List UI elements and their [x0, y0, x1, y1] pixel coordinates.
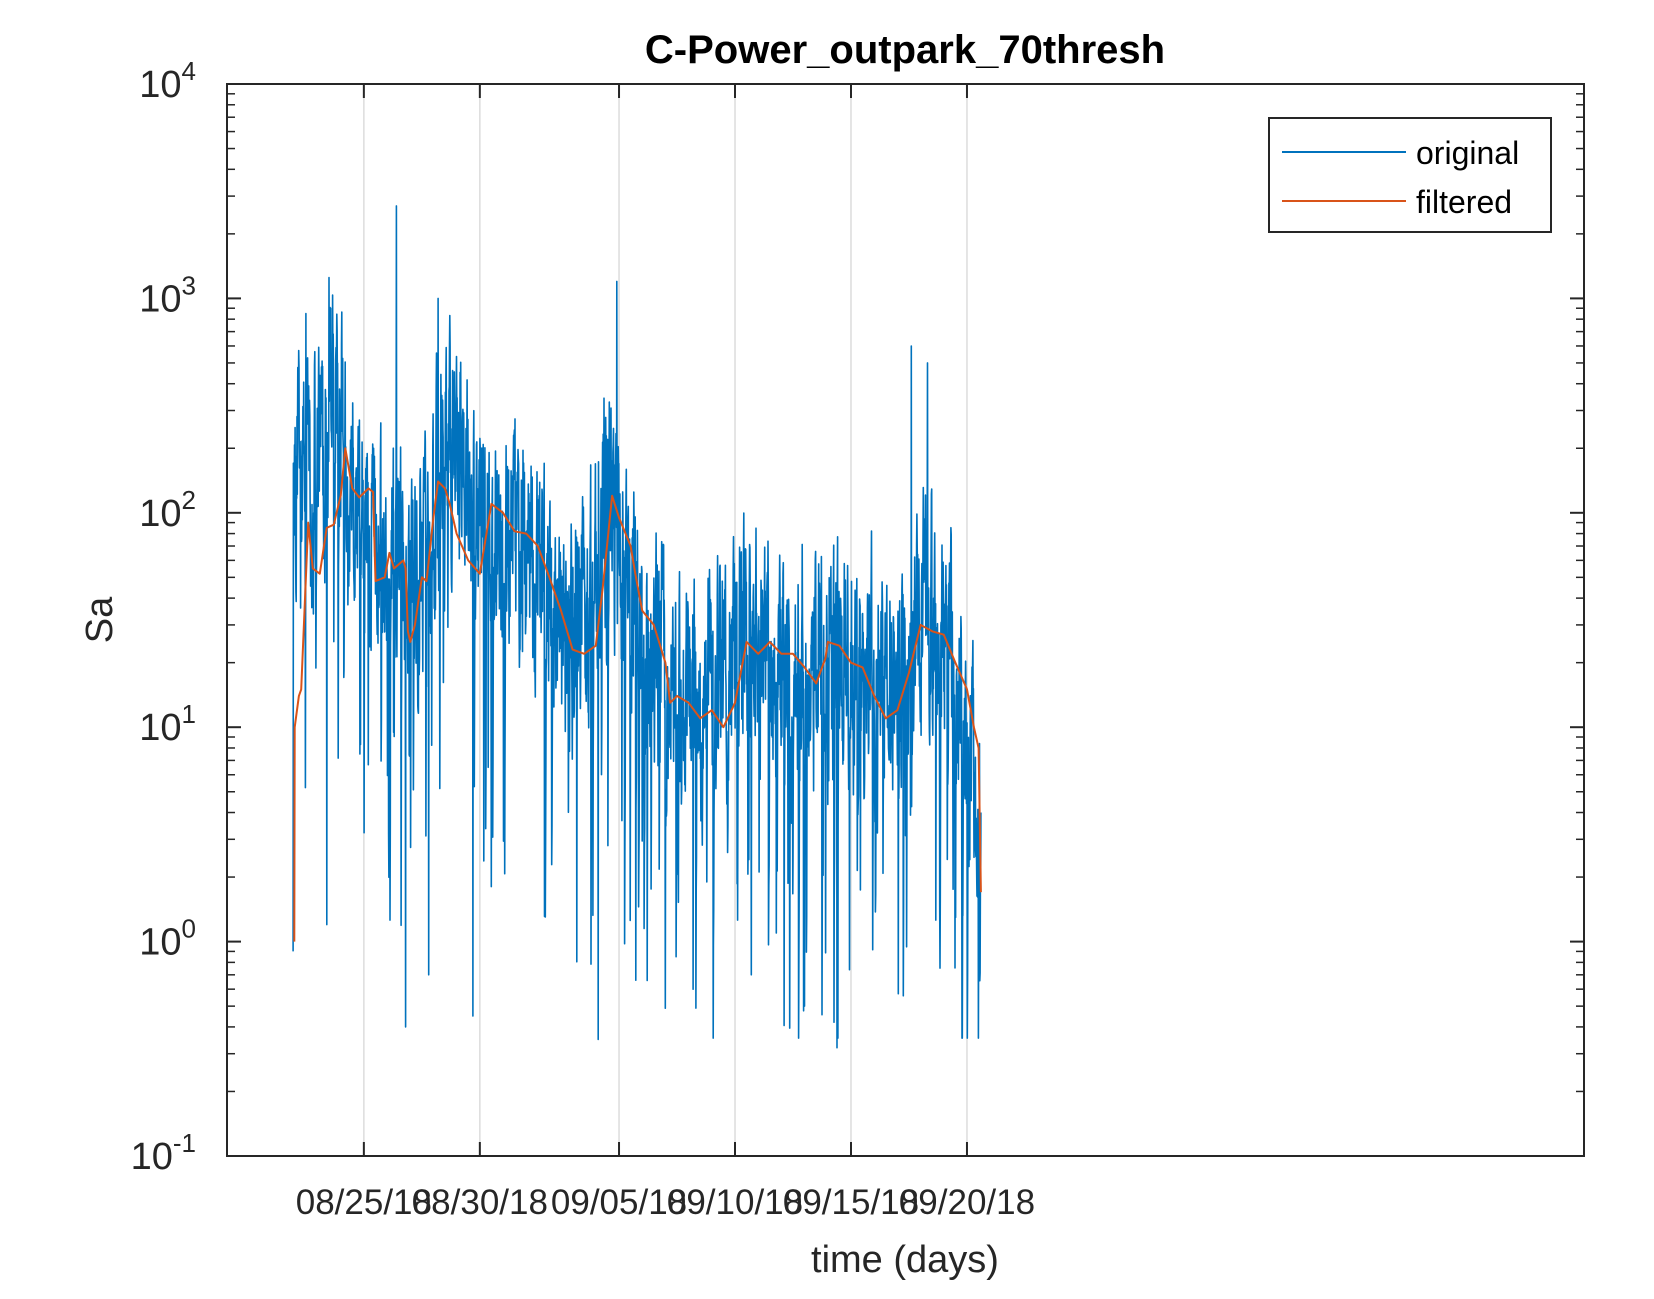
series-line-original [292, 205, 982, 1049]
y-tick-label-exponent: 0 [182, 914, 196, 944]
series-line-filtered [293, 447, 982, 942]
y-tick-label-base: 10 [131, 1136, 173, 1178]
plot-area-frame [226, 83, 1585, 1157]
legend-label-filtered: filtered [1416, 184, 1512, 220]
x-axis-label: time (days) [811, 1239, 999, 1281]
y-tick-label: 10-1 [131, 1128, 196, 1178]
y-tick-label-exponent: 2 [182, 485, 196, 515]
tick-marks [227, 83, 1584, 1157]
y-tick-label-base: 10 [139, 64, 181, 106]
x-tick-label: 09/05/18 [551, 1183, 687, 1222]
x-tick-label: 08/25/18 [296, 1183, 432, 1222]
y-axis-label: Sa [79, 596, 121, 643]
y-tick-label-exponent: 4 [182, 56, 196, 86]
y-tick-label-exponent: -1 [173, 1128, 196, 1158]
y-tick-label: 100 [139, 914, 196, 964]
y-tick-label-base: 10 [139, 707, 181, 749]
y-tick-label: 102 [139, 485, 196, 535]
x-tick-label: 09/15/18 [783, 1183, 919, 1222]
chart-title: C-Power_outpark_70thresh [645, 28, 1165, 72]
y-tick-label: 103 [139, 270, 196, 320]
series-layer [292, 205, 982, 1049]
y-tick-label-exponent: 3 [182, 270, 196, 300]
y-tick-label-base: 10 [139, 493, 181, 535]
legend-label-original: original [1416, 135, 1519, 171]
x-tick-label: 09/20/18 [899, 1183, 1035, 1222]
y-tick-label: 104 [139, 56, 196, 106]
legend: original filtered [1268, 117, 1552, 233]
x-tick-label: 09/10/18 [667, 1183, 803, 1222]
legend-box [1268, 117, 1552, 233]
y-tick-label-base: 10 [139, 922, 181, 964]
x-tick-label: 08/30/18 [412, 1183, 548, 1222]
y-tick-label-base: 10 [139, 278, 181, 320]
y-tick-label-exponent: 1 [182, 699, 196, 729]
y-tick-label: 101 [139, 699, 196, 749]
